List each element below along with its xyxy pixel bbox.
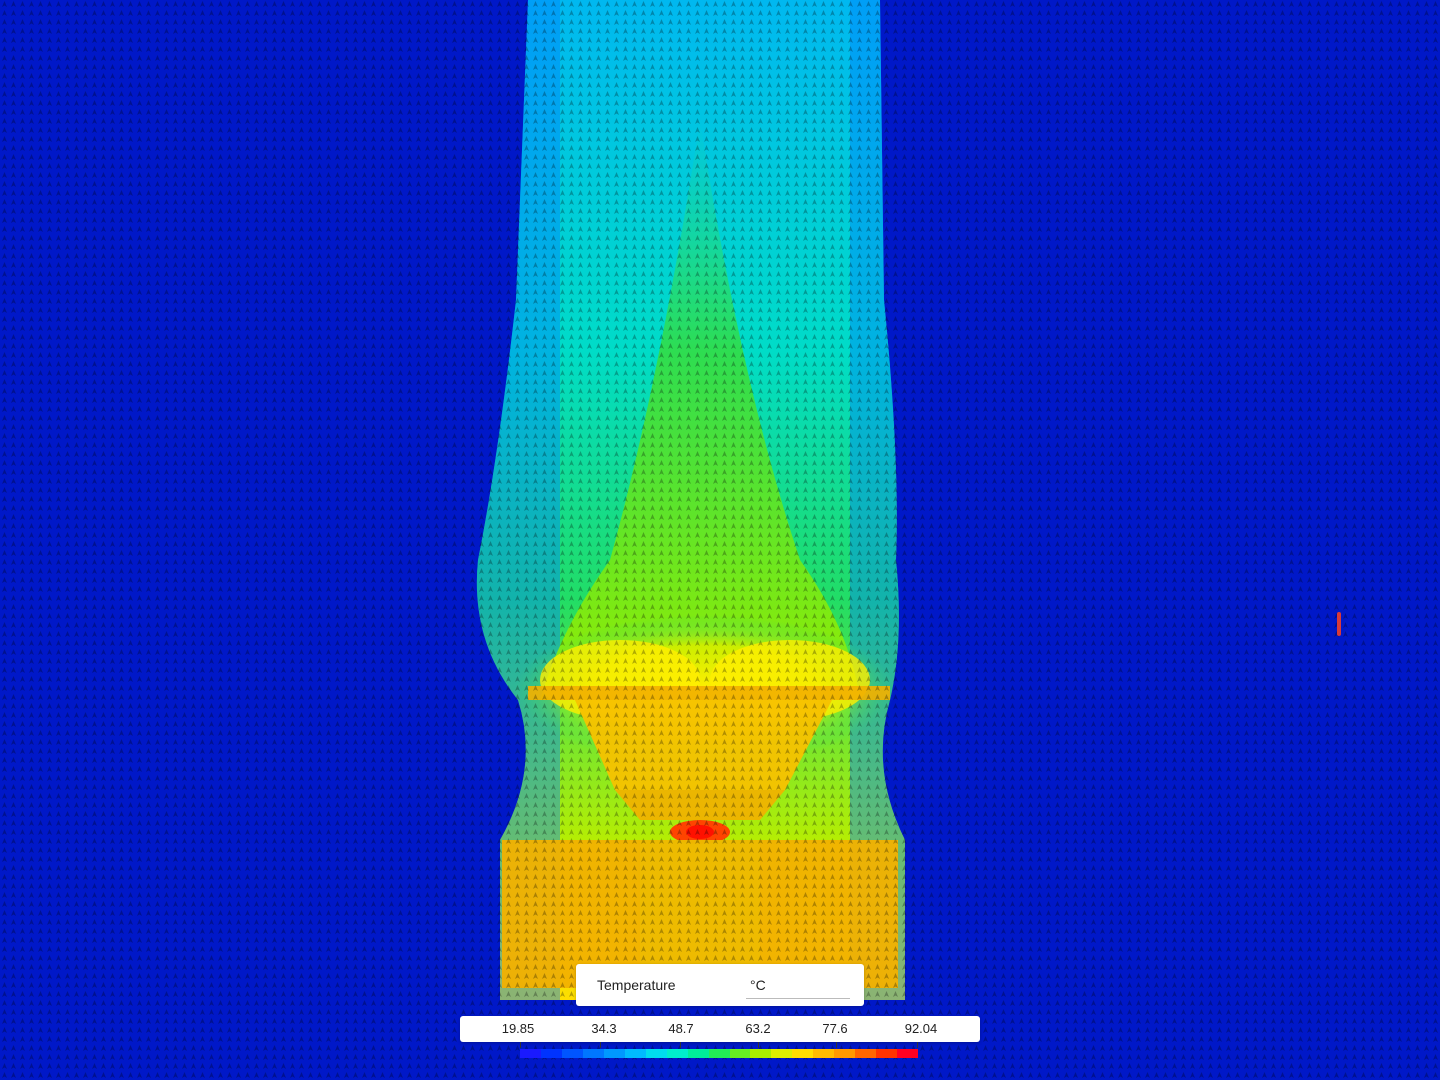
unit-select[interactable]: °C: [746, 972, 850, 999]
colorbar-swatch: [750, 1049, 772, 1058]
probe-marker: [1337, 612, 1341, 636]
tick-label: 34.3: [591, 1021, 617, 1036]
tick-label: 77.6: [822, 1021, 848, 1036]
tick-mark: [917, 1042, 918, 1048]
tick-mark: [836, 1042, 837, 1048]
colorbar-swatch: [708, 1049, 730, 1058]
colorbar-swatch: [897, 1049, 919, 1058]
colorbar-swatch: [729, 1049, 751, 1058]
tick-label: 19.85: [501, 1021, 535, 1036]
tick-mark: [600, 1042, 601, 1048]
colorbar-swatch: [792, 1049, 814, 1058]
unit-label: °C: [750, 977, 766, 993]
legend-colorbar: [520, 1049, 919, 1058]
colorbar-swatch: [520, 1049, 541, 1058]
colorbar-swatch: [540, 1049, 562, 1058]
colorbar-swatch: [813, 1049, 835, 1058]
colorbar-swatch: [855, 1049, 877, 1058]
legend-header: Temperature °C: [576, 964, 864, 1006]
colorbar-swatch: [624, 1049, 646, 1058]
tick-mark: [758, 1042, 759, 1048]
colorbar-swatch: [561, 1049, 583, 1058]
colorbar-swatch: [582, 1049, 604, 1058]
colorbar-swatch: [876, 1049, 898, 1058]
colorbar-swatch: [603, 1049, 625, 1058]
colorbar-swatch: [666, 1049, 688, 1058]
tick-label: 48.7: [668, 1021, 694, 1036]
colorbar-swatch: [771, 1049, 793, 1058]
colorbar-swatch: [687, 1049, 709, 1058]
legend-title: Temperature: [597, 977, 676, 993]
tick-mark: [520, 1042, 521, 1048]
tick-label: 63.2: [745, 1021, 771, 1036]
legend-tick-labels: 19.85 34.3 48.7 63.2 77.6 92.04: [460, 1016, 980, 1042]
colorbar-swatch: [645, 1049, 667, 1058]
tick-label: 92.04: [904, 1021, 938, 1036]
tick-mark: [680, 1042, 681, 1048]
colorbar-swatch: [834, 1049, 856, 1058]
